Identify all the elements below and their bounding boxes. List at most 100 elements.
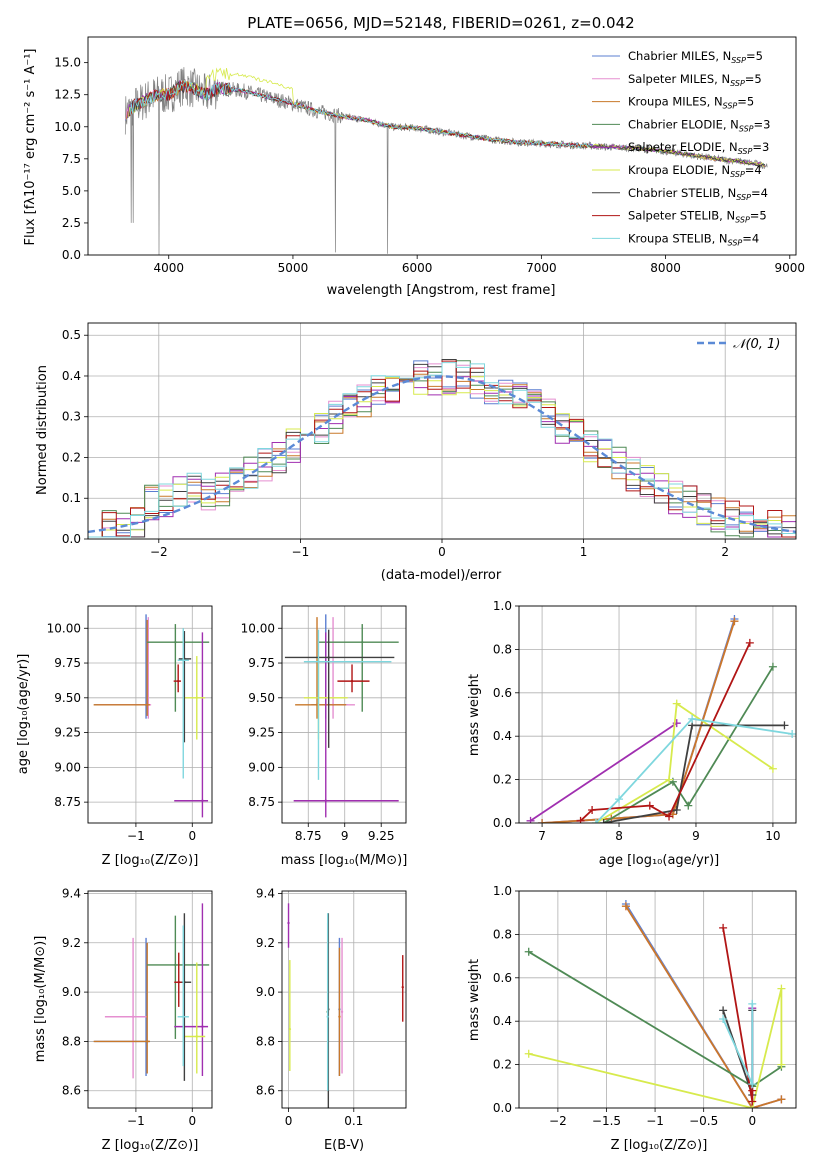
legend-label: Kroupa ELODIE, NSSP=4 xyxy=(628,163,762,179)
plot-frame xyxy=(87,605,213,824)
plus-marker xyxy=(524,947,533,956)
x-tick-label: 10 xyxy=(765,829,780,843)
legend-label: 𝒩(0, 1) xyxy=(733,337,780,352)
x-tick-label: 0 xyxy=(188,1114,196,1128)
z-massweight-xlabel: Z [log₁₀(Z/Z⊙)] xyxy=(611,1138,708,1153)
ebv-mass-panel: E(B-V) 0 0.1 8.6 8.8 9.0 9.2 9.4 xyxy=(256,886,407,1153)
legend-label: Chabrier MILES, NSSP=5 xyxy=(628,49,763,65)
plus-marker xyxy=(788,730,796,739)
x-tick-label: 0 xyxy=(438,545,446,559)
residual-histogram-panel: (data-model)/error Normed distribution −… xyxy=(35,322,797,583)
y-tick-label: 12.5 xyxy=(54,88,81,102)
x-tick-label: 6000 xyxy=(402,261,433,275)
plus-marker xyxy=(688,714,697,723)
plus-marker xyxy=(599,819,608,823)
plus-marker xyxy=(748,1080,757,1089)
legend-label: Salpeter STELIB, NSSP=5 xyxy=(628,209,767,225)
y-tick-label: 0.4 xyxy=(62,369,81,383)
y-tick-label: 9.4 xyxy=(256,886,275,900)
mass-weight-line xyxy=(528,988,783,1108)
mass-weight-line xyxy=(530,722,678,822)
plus-marker xyxy=(672,805,681,814)
x-tick-label: 9.25 xyxy=(368,829,395,843)
plus-marker xyxy=(621,902,630,911)
plus-marker xyxy=(777,984,786,993)
data-point xyxy=(174,640,177,644)
plus-marker xyxy=(524,1049,533,1058)
plus-marker xyxy=(719,1015,728,1024)
plot-frame xyxy=(87,36,797,256)
y-tick-label: 9.75 xyxy=(54,656,81,670)
x-tick-label: −1 xyxy=(646,1114,664,1128)
data-point xyxy=(361,640,364,644)
z-mass-ylabel: mass [log₁₀(M/M⊙)] xyxy=(33,936,48,1063)
y-tick-label: 0.2 xyxy=(493,1058,512,1072)
mass-weight-line xyxy=(625,905,782,1108)
y-tick-label: 5.0 xyxy=(62,184,81,198)
data-point xyxy=(131,1015,135,1018)
y-tick-label: 8.8 xyxy=(62,1034,81,1048)
plus-marker xyxy=(748,1097,757,1106)
plus-marker xyxy=(538,819,547,823)
histogram-xlabel: (data-model)/error xyxy=(381,568,502,583)
y-tick-label: 8.6 xyxy=(256,1084,275,1098)
plus-marker xyxy=(588,805,597,814)
plus-marker xyxy=(645,801,654,810)
y-tick-label: 0.3 xyxy=(62,410,81,424)
z-age-xlabel: Z [log₁₀(Z/Z⊙)] xyxy=(102,853,199,868)
histogram-ylabel: Normed distribution xyxy=(35,365,50,495)
plot-area xyxy=(93,614,210,818)
plus-marker xyxy=(768,662,777,671)
y-tick-label: 0.5 xyxy=(62,328,81,342)
data-point xyxy=(176,679,180,683)
x-tick-label: 8 xyxy=(615,829,623,843)
data-point xyxy=(174,963,177,967)
age-massweight-ylabel: mass weight xyxy=(467,674,482,756)
spectrum-title: PLATE=0656, MJD=52148, FIBERID=0261, z=0… xyxy=(247,14,634,32)
x-tick-label: 0 xyxy=(748,1114,756,1128)
data-point xyxy=(182,1015,185,1018)
y-tick-label: 0.0 xyxy=(493,816,512,830)
data-point xyxy=(145,1040,149,1043)
plus-marker xyxy=(719,1006,728,1015)
y-tick-label: 9.25 xyxy=(54,726,81,740)
spectrum-xlabel: wavelength [Angstrom, rest frame] xyxy=(327,283,556,298)
plot-area xyxy=(93,903,210,1081)
y-tick-label: 9.50 xyxy=(54,691,81,705)
legend-label: Chabrier STELIB, NSSP=4 xyxy=(628,186,768,202)
normal-curve xyxy=(88,375,796,534)
x-tick-label: 0.1 xyxy=(344,1114,363,1128)
y-tick-label: 7.5 xyxy=(62,152,81,166)
mass-age-panel: mass [log₁₀(M/M⊙)] 8.75 9 9.25 8.75 9.00 9.25… xyxy=(241,605,408,868)
x-tick-label: 4000 xyxy=(153,261,184,275)
mass-age-xlabel: mass [log₁₀(M/M⊙)] xyxy=(281,853,408,868)
y-tick-label: 9.2 xyxy=(256,936,275,950)
y-tick-label: 0.0 xyxy=(62,248,81,262)
plus-marker xyxy=(526,816,535,823)
y-tick-label: 9.0 xyxy=(256,985,275,999)
legend-label: Salpeter ELODIE, NSSP=3 xyxy=(628,140,769,156)
plot-frame xyxy=(518,605,797,824)
spectrum-panel: PLATE=0656, MJD=52148, FIBERID=0261, z=0… xyxy=(23,14,805,298)
x-tick-label: 7000 xyxy=(526,261,557,275)
x-tick-label: 7 xyxy=(538,829,546,843)
legend-label: Kroupa STELIB, NSSP=4 xyxy=(628,231,759,247)
data-point xyxy=(177,981,180,984)
y-tick-label: 8.75 xyxy=(248,795,275,809)
z-mass-panel: Z [log₁₀(Z/Z⊙)] mass [log₁₀(M/M⊙)] −1 0 8.… xyxy=(33,886,213,1153)
plot-area xyxy=(287,903,404,1108)
y-tick-label: 0.0 xyxy=(493,1101,512,1115)
plus-marker xyxy=(591,819,600,823)
data-point xyxy=(350,679,354,683)
y-tick-label: 10.0 xyxy=(54,120,81,134)
legend-label: Kroupa MILES, NSSP=5 xyxy=(628,95,754,111)
x-tick-label: −0.5 xyxy=(689,1114,718,1128)
x-tick-label: 9 xyxy=(341,829,349,843)
data-point xyxy=(288,1027,292,1031)
data-point xyxy=(338,1015,341,1018)
model-spectrum xyxy=(129,79,592,148)
plus-marker xyxy=(665,812,674,821)
data-point xyxy=(324,799,327,802)
y-tick-label: 9.2 xyxy=(62,936,81,950)
